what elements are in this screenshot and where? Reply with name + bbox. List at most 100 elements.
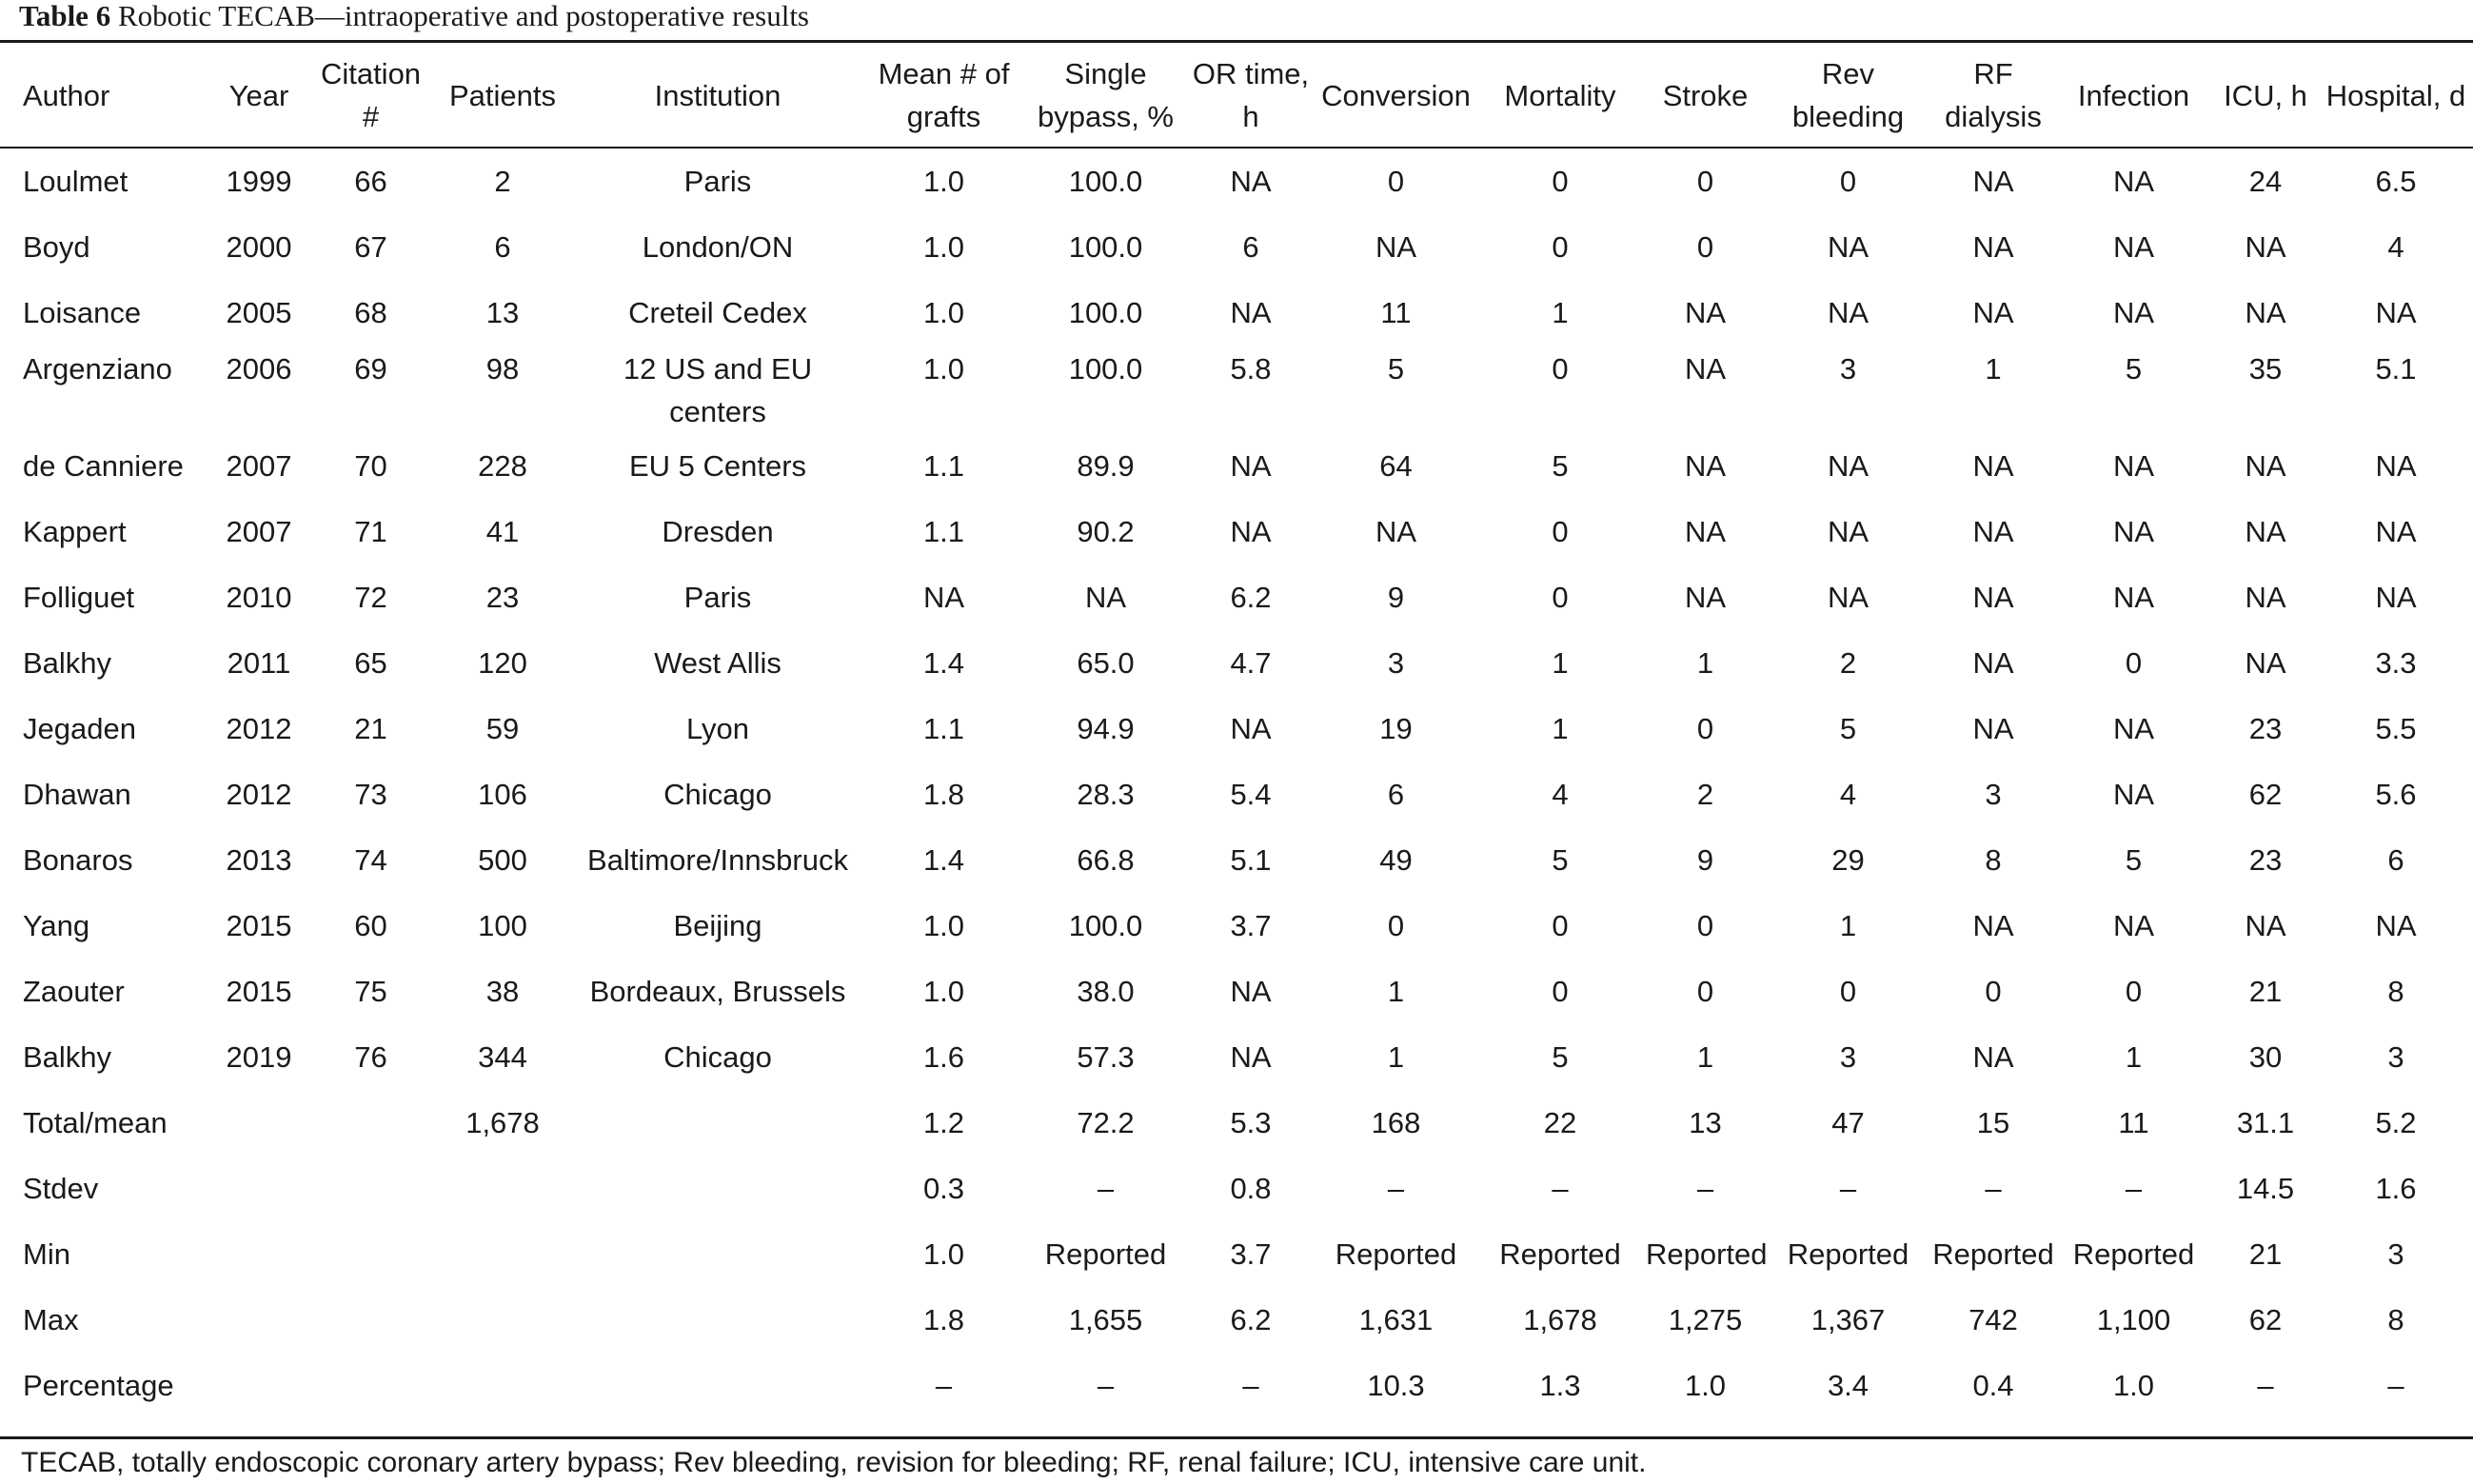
table-cell: 742 [1969, 1303, 2018, 1336]
table-cell: 64 [1379, 449, 1413, 483]
table-cell: 62 [2248, 1303, 2283, 1336]
table-cell: 3.3 [2375, 646, 2417, 680]
table-cell: NA [1972, 712, 2014, 745]
table-cell: 100.0 [1068, 296, 1143, 329]
table-cell: 5.3 [1230, 1106, 1272, 1139]
table-cell: West Allis [654, 646, 781, 680]
table-cell: – [1387, 1172, 1405, 1205]
table-cell: 0 [1387, 909, 1405, 942]
table-cell: 8 [1985, 843, 2002, 877]
table-cell: 0 [1696, 712, 1714, 745]
table-caption: Table 6 Robotic TECAB—intraoperative and… [19, 0, 809, 40]
header-row: Author Year Citation # Patients Institution M… [0, 43, 2473, 148]
table-cell: 49 [1379, 843, 1413, 877]
table-cell: NA [2375, 515, 2417, 548]
table-cell: 1,678 [1523, 1303, 1597, 1336]
table-cell: 75 [354, 975, 387, 1008]
table-cell: NA [1972, 1040, 2014, 1074]
table-cell: NA [1972, 164, 2014, 198]
table-cell: 1 [2125, 1040, 2143, 1074]
table-cell: 1.0 [922, 909, 965, 942]
row-label-cell: Max [23, 1303, 79, 1336]
table-cell: NA [1827, 449, 1870, 483]
table-cell: Dresden [662, 515, 774, 548]
table-cell [430, 1287, 575, 1353]
table-cell: NA [1684, 515, 1727, 548]
table-cell: 6 [1387, 778, 1405, 811]
table-cell: 1 [1552, 646, 1569, 680]
table-cell: 1.3 [1539, 1369, 1581, 1402]
table-cell: 11 [1380, 296, 1412, 329]
table-cell: 35 [2248, 352, 2283, 386]
results-table: Author Year Citation # Patients Institution M… [0, 43, 2473, 1418]
column-header: Hospital, d [2325, 78, 2466, 112]
column-header: Mortality [1504, 78, 1616, 112]
table-cell [311, 1287, 430, 1353]
table-cell: 0 [1552, 230, 1569, 264]
table-cell: 5 [2125, 352, 2143, 386]
table-cell: 0 [1696, 975, 1714, 1008]
table-cell: 0 [1552, 975, 1569, 1008]
table-cell: Chicago [663, 1040, 772, 1074]
row-label-cell: Total/mean [23, 1106, 168, 1139]
table-cell: 5.5 [2375, 712, 2417, 745]
table-cell: NA [1684, 352, 1727, 386]
table-cell: Reported [1044, 1237, 1167, 1271]
table-row: Balkhy 2019 76 344 Chicago 1.6 57.3 NA 1 5 1 3 NA 1 30… [0, 1024, 2473, 1090]
column-header: OR time, h [1192, 57, 1310, 133]
table-cell: 1.0 [922, 352, 965, 386]
table-cell: 1.0 [922, 230, 965, 264]
table-cell: 5 [1552, 449, 1569, 483]
table-cell: 69 [354, 352, 387, 386]
table-cell: 0 [1552, 581, 1569, 614]
table-row: Stdev 0.3 – 0.8 – – – – – – 14.5 1.6 [0, 1156, 2473, 1221]
table-cell: NA [2112, 581, 2155, 614]
table-cell: 1 [1387, 975, 1405, 1008]
table-row: Loulmet 1999 66 2 Paris 1.0 100.0 NA 0 0 0 0 NA NA 24 6… [0, 148, 2473, 214]
table-cell: 5.4 [1230, 778, 1272, 811]
table-cell: London/ON [642, 230, 794, 264]
table-cell: Reported [1646, 1237, 1768, 1271]
table-cell: 6 [1242, 230, 1259, 264]
table-cell: 2005 [226, 296, 292, 329]
table-cell: 1,655 [1068, 1303, 1143, 1336]
table-cell: Baltimore/Innsbruck [587, 843, 848, 877]
table-cell [575, 1287, 861, 1353]
table-cell [575, 1221, 861, 1287]
table-cell: 6.2 [1230, 1303, 1272, 1336]
table-cell: NA [2375, 581, 2417, 614]
table-cell: 1,275 [1668, 1303, 1743, 1336]
table-cell: 2006 [226, 352, 292, 386]
table-cell: 31.1 [2236, 1106, 2295, 1139]
table-cell: NA [1230, 1040, 1272, 1074]
table-row: Balkhy 2011 65 120 West Allis 1.4 65.0 4.7 3 1 1 2 N… [0, 630, 2473, 696]
row-label-cell: Loisance [23, 296, 142, 329]
table-cell: NA [1375, 230, 1417, 264]
table-cell: 3 [1387, 646, 1405, 680]
table-cell: 5.1 [1230, 843, 1272, 877]
table-cell: 1,678 [465, 1106, 540, 1139]
table-footnote: TECAB, totally endoscopic coronary arter… [21, 1447, 1647, 1478]
table-cell: 1.0 [2112, 1369, 2155, 1402]
row-label-cell: de Canniere [23, 449, 184, 483]
table-cell: 1.1 [922, 515, 965, 548]
table-cell: 89.9 [1077, 449, 1135, 483]
table-cell: 72.2 [1077, 1106, 1135, 1139]
table-cell: 6.5 [2375, 164, 2417, 198]
table-cell: Reported [1932, 1237, 2054, 1271]
table-cell: 0 [2125, 975, 2143, 1008]
table-cell: NA [1972, 230, 2014, 264]
table-cell: 8 [2387, 975, 2404, 1008]
table-cell: NA [2112, 449, 2155, 483]
table-cell: 3.4 [1827, 1369, 1870, 1402]
table-cell: 1.6 [922, 1040, 965, 1074]
table-cell: 2007 [226, 449, 292, 483]
row-label-cell: Yang [23, 909, 90, 942]
table-cell: 6.2 [1230, 581, 1272, 614]
table-cell: – [1552, 1172, 1569, 1205]
table-cell: 100.0 [1068, 164, 1143, 198]
table-cell: Beijing [673, 909, 762, 942]
table-cell: NA [1684, 296, 1727, 329]
table-cell: 1 [1985, 352, 2002, 386]
table-cell: EU 5 Centers [628, 449, 807, 483]
